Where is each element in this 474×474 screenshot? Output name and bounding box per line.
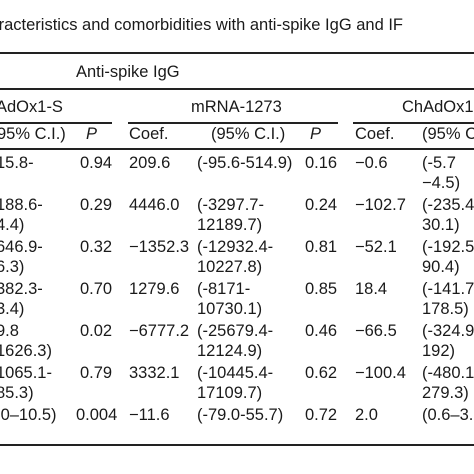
row-ci-2-line2: 12189.7): [197, 216, 263, 234]
row-coef-3: −0.6: [355, 154, 388, 172]
vaccine-rule-2: [128, 122, 338, 124]
row-ci-3-line2: 178.5): [422, 300, 469, 318]
row-ci-3-line1: (0.6–3.: [422, 406, 474, 424]
row-p-2: 0.62: [305, 364, 338, 382]
row-p-2: 0.46: [305, 322, 338, 340]
row-ci-3-line2: 90.4): [422, 258, 460, 276]
row-p-1: 0.32: [80, 238, 113, 256]
column-header-rule: [0, 148, 474, 150]
row-ci-1-line1: .0–10.5): [0, 406, 57, 424]
row-ci-1-line1: 1065.1-: [0, 364, 52, 382]
row-ci-3-line1: (-141.7-: [422, 280, 474, 298]
row-p-2: 0.85: [305, 280, 338, 298]
row-coef-2: 4446.0: [129, 196, 180, 214]
row-p-1: 0.02: [80, 322, 113, 340]
row-ci-2-line1: (-95.6-514.9): [197, 154, 293, 172]
row-ci-2-line1: (-12932.4-: [197, 238, 274, 256]
row-ci-1-line1: 382.3-: [0, 280, 43, 298]
row-coef-3: 18.4: [355, 280, 388, 298]
col-header-p-2: P: [310, 125, 322, 143]
table-caption: characteristics and comorbidities with a…: [0, 16, 404, 34]
row-coef-3: −66.5: [355, 322, 397, 340]
vaccine-rule-3: [353, 122, 474, 124]
row-ci-3-line1: (-324.9-: [422, 322, 474, 340]
row-coef-3: −52.1: [355, 238, 397, 256]
row-ci-1-line1: 188.6-: [0, 196, 43, 214]
row-ci-3-line1: (-192.5-: [422, 238, 474, 256]
row-ci-2-line1: (-79.0-55.7): [197, 406, 284, 424]
row-coef-3: −102.7: [355, 196, 406, 214]
row-coef-3: 2.0: [355, 406, 378, 424]
row-ci-3-line2: 30.1): [422, 216, 460, 234]
row-coef-2: −1352.3: [129, 238, 190, 256]
col-header-coef-2: Coef.: [129, 125, 169, 143]
row-coef-2: 209.6: [129, 154, 171, 172]
row-ci-2-line2: 17109.7): [197, 384, 263, 402]
row-p-1: 0.004: [76, 406, 118, 424]
row-ci-2-line1: (-3297.7-: [197, 196, 264, 214]
row-ci-1-line1: 9.8: [0, 322, 19, 340]
row-coef-2: −6777.2: [129, 322, 190, 340]
row-coef-2: 3332.1: [129, 364, 180, 382]
col-header-ci-2: (95% C.I.): [211, 125, 286, 143]
top-rule: [0, 52, 474, 54]
vaccine-header-3: ChAdOx1: [402, 98, 474, 116]
row-ci-1-line2: 85.3): [0, 384, 34, 402]
row-ci-2-line2: 10227.8): [197, 258, 263, 276]
row-p-1: 0.79: [80, 364, 113, 382]
col-header-ci-3: (95% C: [422, 125, 474, 143]
row-p-2: 0.81: [305, 238, 338, 256]
row-ci-2-line2: 10730.1): [197, 300, 263, 318]
group-header-rule: [0, 88, 474, 90]
bottom-rule: [0, 444, 474, 446]
col-header-coef-3: Coef.: [355, 125, 395, 143]
row-ci-2-line2: 12124.9): [197, 342, 263, 360]
row-coef-3: −100.4: [355, 364, 406, 382]
row-ci-3-line2: 279.3): [422, 384, 469, 402]
row-p-2: 0.72: [305, 406, 338, 424]
vaccine-header-1: AdOx1-S: [0, 98, 63, 116]
col-header-ci-1: 95% C.I.): [0, 125, 66, 143]
row-p-1: 0.29: [80, 196, 113, 214]
vaccine-header-2: mRNA-1273: [191, 98, 282, 116]
row-p-1: 0.94: [80, 154, 113, 172]
row-ci-1-line2: 3.4): [0, 300, 25, 318]
row-coef-2: −11.6: [129, 406, 170, 424]
row-ci-1-line2: 6.3): [0, 258, 25, 276]
row-ci-1-line1: 646.9-: [0, 238, 43, 256]
row-ci-1-line2: 1626.3): [0, 342, 52, 360]
row-ci-3-line2: −4.5): [422, 174, 461, 192]
group-header: Anti-spike IgG: [76, 63, 180, 81]
row-coef-2: 1279.6: [129, 280, 180, 298]
vaccine-rule-1: [0, 122, 112, 124]
row-ci-1-line2: 4.4): [0, 216, 25, 234]
row-p-1: 0.70: [80, 280, 113, 298]
row-p-2: 0.24: [305, 196, 338, 214]
row-ci-2-line1: (-10445.4-: [197, 364, 274, 382]
row-ci-2-line1: (-25679.4-: [197, 322, 274, 340]
col-header-p-1: P: [86, 125, 98, 143]
row-ci-3-line1: (-235.4-: [422, 196, 474, 214]
row-ci-1-line1: 15.8-: [0, 154, 34, 172]
row-ci-3-line2: 192): [422, 342, 456, 360]
row-ci-3-line1: (-5.7: [422, 154, 456, 172]
row-ci-2-line1: (-8171-: [197, 280, 251, 298]
row-p-2: 0.16: [305, 154, 338, 172]
row-ci-3-line1: (-480.1-: [422, 364, 474, 382]
